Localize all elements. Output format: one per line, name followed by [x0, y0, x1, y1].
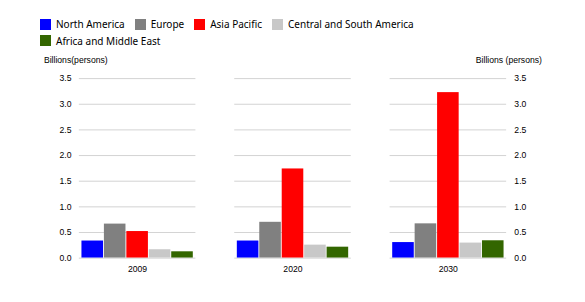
svg-text:2.0: 2.0 — [514, 150, 526, 160]
svg-text:1.0: 1.0 — [60, 202, 72, 212]
svg-text:3.0: 3.0 — [60, 99, 72, 109]
svg-text:2020: 2020 — [283, 264, 302, 274]
svg-text:1.0: 1.0 — [514, 202, 526, 212]
svg-text:1.5: 1.5 — [60, 176, 72, 186]
svg-text:3.5: 3.5 — [514, 73, 526, 83]
svg-text:0.0: 0.0 — [514, 253, 526, 263]
svg-text:3.0: 3.0 — [514, 99, 526, 109]
svg-text:1.5: 1.5 — [514, 176, 526, 186]
html-text:Europe: Europe — [150, 17, 185, 32]
html-text:Africa and Middle East: Africa and Middle East — [56, 33, 161, 48]
svg-text:2030: 2030 — [439, 264, 458, 274]
svg-text:2009: 2009 — [128, 264, 147, 274]
html-text:Asia Pacific: Asia Pacific — [210, 17, 262, 32]
svg-text:0.0: 0.0 — [60, 253, 72, 263]
svg-text:2.5: 2.5 — [60, 125, 72, 135]
svg-text:0.5: 0.5 — [60, 227, 72, 237]
svg-text:3.5: 3.5 — [60, 73, 72, 83]
svg-text:Billions (persons): Billions (persons) — [476, 55, 542, 65]
html-text:North America: North America — [56, 17, 125, 32]
svg-text:2.0: 2.0 — [60, 150, 72, 160]
svg-text:0.5: 0.5 — [514, 227, 526, 237]
svg-text:2.5: 2.5 — [514, 125, 526, 135]
svg-text:Billions(persons): Billions(persons) — [44, 55, 108, 65]
html-text:Central and South America: Central and South America — [288, 17, 414, 32]
